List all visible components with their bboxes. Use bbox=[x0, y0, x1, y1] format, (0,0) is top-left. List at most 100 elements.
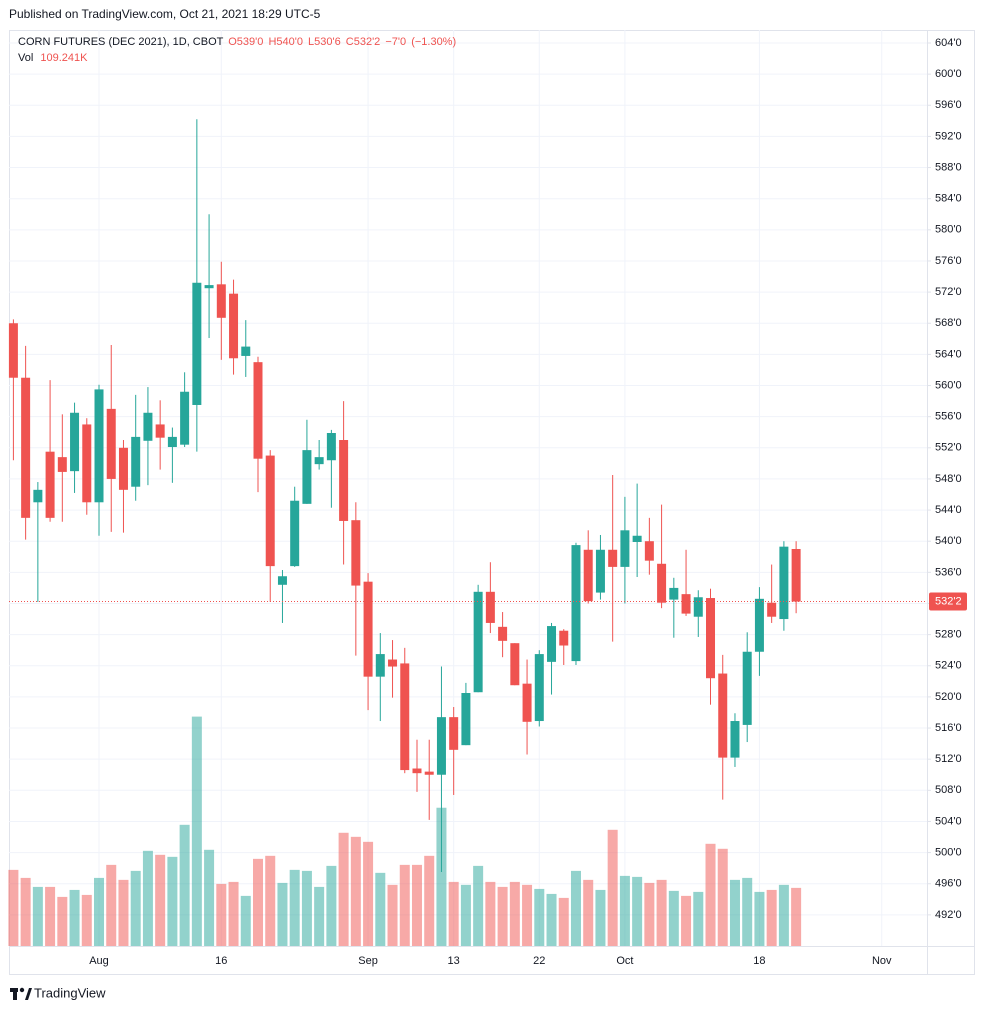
candle-body bbox=[326, 433, 336, 461]
change: −7'0 bbox=[385, 36, 406, 48]
volume-bar bbox=[289, 869, 300, 946]
candle-body bbox=[339, 440, 349, 521]
candle-body bbox=[155, 424, 165, 438]
volume-bar bbox=[607, 829, 618, 946]
y-tick-label: 588'0 bbox=[935, 161, 962, 173]
volume-bar bbox=[460, 884, 471, 946]
candle-body bbox=[693, 597, 703, 617]
candle-body bbox=[216, 284, 226, 318]
x-tick-label: Oct bbox=[616, 955, 633, 967]
candle-body bbox=[375, 654, 385, 677]
volume-bar bbox=[644, 882, 655, 946]
volume-bar bbox=[546, 893, 557, 946]
legend-header: CORN FUTURES (DEC 2021), 1D, CBOT O539'0… bbox=[18, 36, 456, 48]
volume-bar bbox=[350, 836, 361, 946]
y-tick-label: 528'0 bbox=[935, 629, 962, 641]
candle-body bbox=[681, 594, 691, 614]
candle-body bbox=[412, 768, 422, 774]
x-tick-label: Sep bbox=[358, 955, 378, 967]
last-price-label: 532'2 bbox=[935, 595, 962, 607]
ohlc-high: H540'0 bbox=[268, 36, 303, 48]
volume-bar bbox=[57, 896, 68, 946]
candle-body bbox=[669, 587, 679, 600]
y-tick-label: 548'0 bbox=[935, 473, 962, 485]
candle-body bbox=[229, 293, 239, 359]
x-tick-label: 16 bbox=[215, 955, 227, 967]
volume-bar bbox=[265, 855, 276, 946]
y-tick-label: 540'0 bbox=[935, 535, 962, 547]
candle-body bbox=[510, 643, 520, 686]
symbol: CORN FUTURES (DEC 2021), 1D, CBOT bbox=[18, 36, 224, 48]
candle-body bbox=[522, 683, 532, 722]
volume-bar bbox=[8, 869, 19, 946]
volume-bar bbox=[301, 870, 312, 946]
y-tick-label: 596'0 bbox=[935, 99, 962, 111]
y-tick-label: 572'0 bbox=[935, 286, 962, 298]
volume-bar bbox=[118, 879, 129, 946]
chart-frame bbox=[9, 30, 975, 975]
ohlc-open: O539'0 bbox=[228, 36, 263, 48]
y-tick-label: 592'0 bbox=[935, 130, 962, 142]
candle-body bbox=[143, 412, 153, 441]
candle-body bbox=[534, 654, 544, 722]
footer-brand: TradingView bbox=[34, 985, 106, 1000]
volume-bar bbox=[326, 865, 337, 946]
candle-body bbox=[351, 520, 361, 586]
volume-bar bbox=[142, 850, 153, 946]
volume-bar bbox=[81, 894, 92, 946]
volume-bar bbox=[656, 879, 667, 946]
candle-body bbox=[547, 626, 557, 662]
y-tick-label: 508'0 bbox=[935, 784, 962, 796]
candle-body bbox=[302, 450, 312, 504]
candle-body bbox=[644, 541, 654, 561]
volume-bar bbox=[570, 870, 581, 946]
candle-body bbox=[436, 717, 446, 775]
volume-bar bbox=[583, 879, 594, 946]
candle-body bbox=[608, 549, 618, 567]
volume-bar bbox=[363, 841, 374, 946]
y-tick-label: 536'0 bbox=[935, 566, 962, 578]
candle-body bbox=[620, 530, 630, 567]
candle-body bbox=[742, 651, 752, 725]
y-tick-label: 552'0 bbox=[935, 442, 962, 454]
y-tick-label: 584'0 bbox=[935, 193, 962, 205]
candle-body bbox=[718, 673, 728, 758]
candle-body bbox=[277, 576, 287, 585]
y-tick-label: 492'0 bbox=[935, 909, 962, 921]
volume-bar bbox=[778, 884, 789, 946]
change-pct: (−1.30%) bbox=[411, 36, 456, 48]
candle-body bbox=[180, 391, 190, 445]
volume-header: Vol 109.241K bbox=[18, 52, 88, 64]
volume-bar bbox=[424, 855, 435, 946]
y-tick-label: 516'0 bbox=[935, 722, 962, 734]
volume-bar bbox=[791, 887, 802, 946]
volume-bar bbox=[375, 872, 386, 946]
candle-body bbox=[57, 457, 67, 472]
volume-bar bbox=[509, 881, 520, 946]
volume-bar bbox=[253, 858, 263, 946]
candle-body bbox=[265, 455, 275, 567]
volume-bar bbox=[534, 888, 545, 946]
volume-pane bbox=[8, 716, 802, 946]
candle-body bbox=[70, 412, 80, 472]
candle-body bbox=[571, 545, 581, 662]
y-tick-label: 504'0 bbox=[935, 815, 962, 827]
volume-bar bbox=[497, 886, 508, 946]
volume-bar bbox=[314, 886, 325, 946]
volume-bar bbox=[473, 865, 484, 946]
candle-body bbox=[82, 424, 92, 503]
candle-body bbox=[485, 591, 495, 623]
volume-bar bbox=[69, 889, 80, 946]
price-pane bbox=[8, 119, 927, 873]
volume-bar bbox=[106, 864, 117, 946]
volume-bar bbox=[411, 864, 422, 946]
x-tick-label: 13 bbox=[448, 955, 460, 967]
volume-bar bbox=[705, 843, 716, 946]
candle-body bbox=[118, 447, 128, 490]
volume-bar bbox=[693, 891, 704, 946]
y-tick-label: 564'0 bbox=[935, 348, 962, 360]
volume-bar bbox=[277, 882, 288, 946]
candle-body bbox=[388, 659, 398, 667]
y-tick-label: 568'0 bbox=[935, 317, 962, 329]
